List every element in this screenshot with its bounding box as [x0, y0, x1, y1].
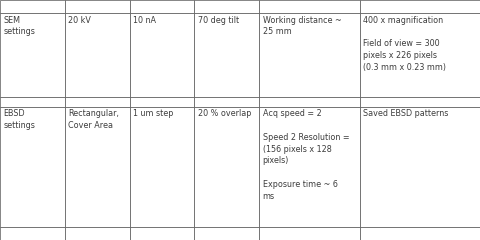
Bar [130, 0, 194, 13]
Bar [130, 227, 194, 240]
Bar [194, 13, 259, 97]
Bar [360, 97, 480, 107]
Bar [65, 107, 130, 227]
Text: EBSD
settings: EBSD settings [3, 109, 35, 130]
Bar [259, 107, 360, 227]
Text: Rectangular,
Cover Area: Rectangular, Cover Area [68, 109, 119, 130]
Bar [65, 97, 130, 107]
Bar [0, 13, 65, 97]
Text: Working distance ~
25 mm: Working distance ~ 25 mm [263, 16, 341, 36]
Bar [259, 0, 360, 13]
Bar [360, 13, 480, 97]
Text: 20 % overlap: 20 % overlap [198, 109, 251, 118]
Bar [259, 97, 360, 107]
Bar [130, 107, 194, 227]
Bar [194, 97, 259, 107]
Bar [194, 227, 259, 240]
Bar [65, 13, 130, 97]
Bar [130, 97, 194, 107]
Bar [0, 227, 65, 240]
Bar [0, 0, 65, 13]
Bar [130, 13, 194, 97]
Text: Acq speed = 2

Speed 2 Resolution =
(156 pixels x 128
pixels)

Exposure time ~ 6: Acq speed = 2 Speed 2 Resolution = (156 … [263, 109, 349, 201]
Text: 400 x magnification

Field of view = 300
pixels x 226 pixels
(0.3 mm x 0.23 mm): 400 x magnification Field of view = 300 … [363, 16, 446, 72]
Bar [259, 13, 360, 97]
Text: 1 um step: 1 um step [133, 109, 173, 118]
Bar [0, 97, 65, 107]
Text: SEM
settings: SEM settings [3, 16, 35, 36]
Text: 20 kV: 20 kV [68, 16, 91, 25]
Bar [0, 107, 65, 227]
Text: 10 nA: 10 nA [133, 16, 156, 25]
Bar [360, 227, 480, 240]
Bar [259, 227, 360, 240]
Text: Saved EBSD patterns: Saved EBSD patterns [363, 109, 449, 118]
Bar [65, 0, 130, 13]
Bar [194, 0, 259, 13]
Bar [65, 227, 130, 240]
Text: 70 deg tilt: 70 deg tilt [198, 16, 239, 25]
Bar [360, 0, 480, 13]
Bar [360, 107, 480, 227]
Bar [194, 107, 259, 227]
